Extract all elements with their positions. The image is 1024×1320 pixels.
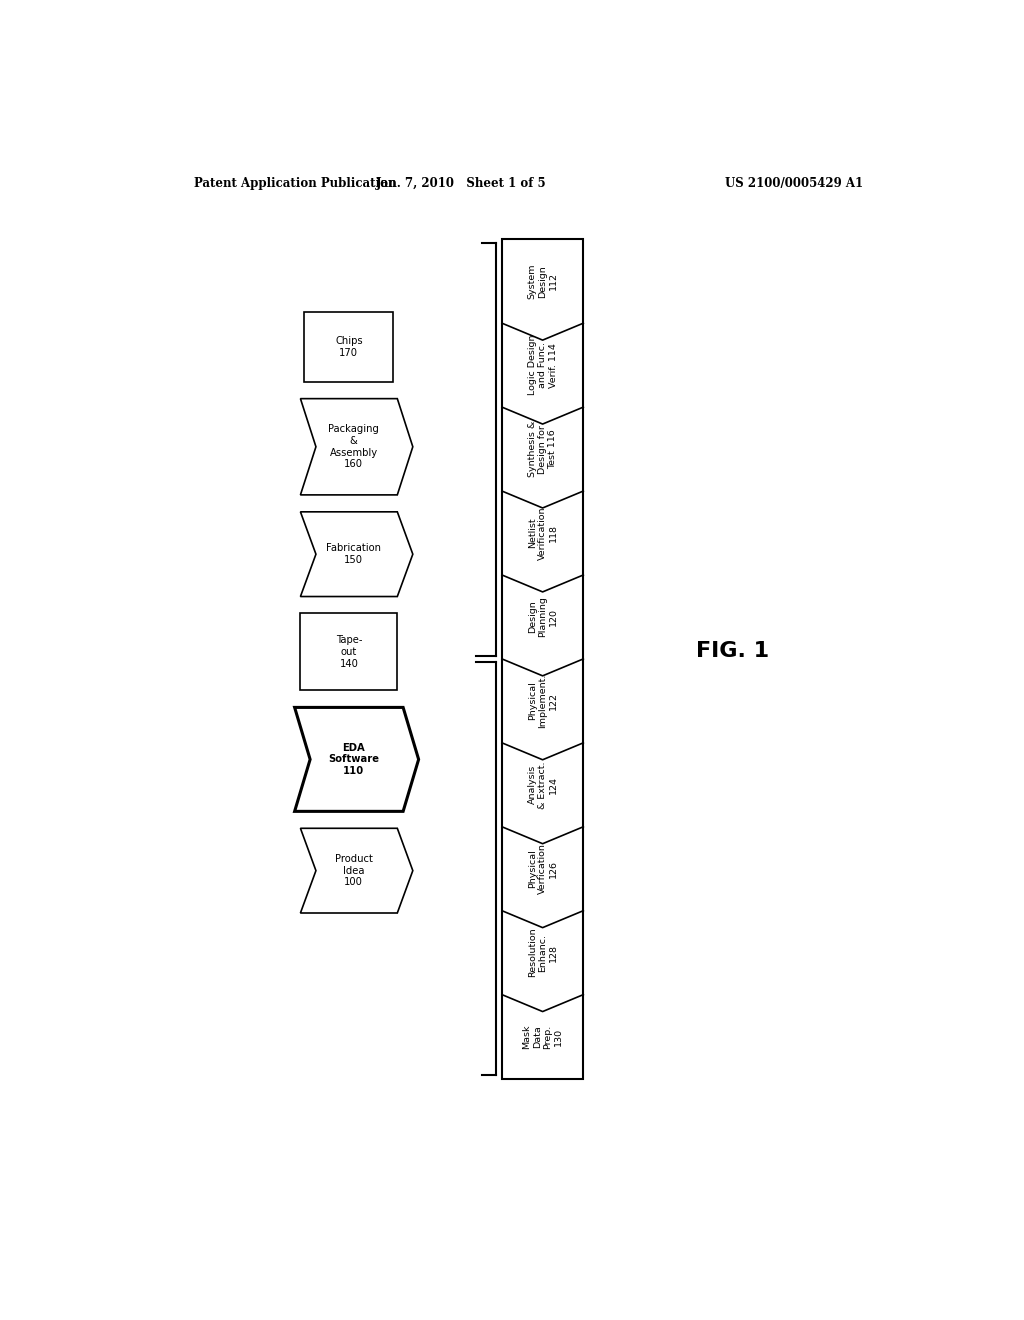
Bar — [304, 313, 393, 381]
Text: Design
Planning
120: Design Planning 120 — [527, 597, 557, 638]
Text: FIG. 1: FIG. 1 — [696, 642, 769, 661]
Text: Packaging
&
Assembly
160: Packaging & Assembly 160 — [328, 424, 379, 469]
Text: Mask
Data
Prep.
130: Mask Data Prep. 130 — [522, 1024, 563, 1049]
Text: US 2100/0005429 A1: US 2100/0005429 A1 — [725, 177, 863, 190]
Text: Chips
170: Chips 170 — [335, 337, 362, 358]
Text: Product
Idea
100: Product Idea 100 — [335, 854, 373, 887]
Text: Physical
Verfication
126: Physical Verfication 126 — [527, 843, 557, 894]
Text: Physical
Implement.
122: Physical Implement. 122 — [527, 673, 557, 729]
Text: System
Design
112: System Design 112 — [527, 264, 557, 298]
Text: Patent Application Publication: Patent Application Publication — [194, 177, 396, 190]
Text: Logic Design
and Func.
Verif. 114: Logic Design and Func. Verif. 114 — [527, 335, 557, 396]
Bar — [502, 239, 584, 1078]
Bar — [300, 614, 397, 690]
Text: Resolution
Enhanc.
128: Resolution Enhanc. 128 — [527, 928, 557, 978]
Polygon shape — [295, 708, 419, 812]
Text: Fabrication
150: Fabrication 150 — [326, 544, 381, 565]
Text: Jan. 7, 2010   Sheet 1 of 5: Jan. 7, 2010 Sheet 1 of 5 — [376, 177, 547, 190]
Polygon shape — [300, 399, 413, 495]
Text: Synthesis &
Design for
Test 116: Synthesis & Design for Test 116 — [527, 421, 557, 478]
Polygon shape — [300, 512, 413, 597]
Text: Tape-
out
140: Tape- out 140 — [336, 635, 362, 668]
Text: Netlist
Verification
118: Netlist Verification 118 — [527, 507, 557, 560]
Text: Analysis
& Extract.
124: Analysis & Extract. 124 — [527, 762, 557, 809]
Text: EDA
Software
110: EDA Software 110 — [328, 743, 379, 776]
Polygon shape — [300, 829, 413, 913]
